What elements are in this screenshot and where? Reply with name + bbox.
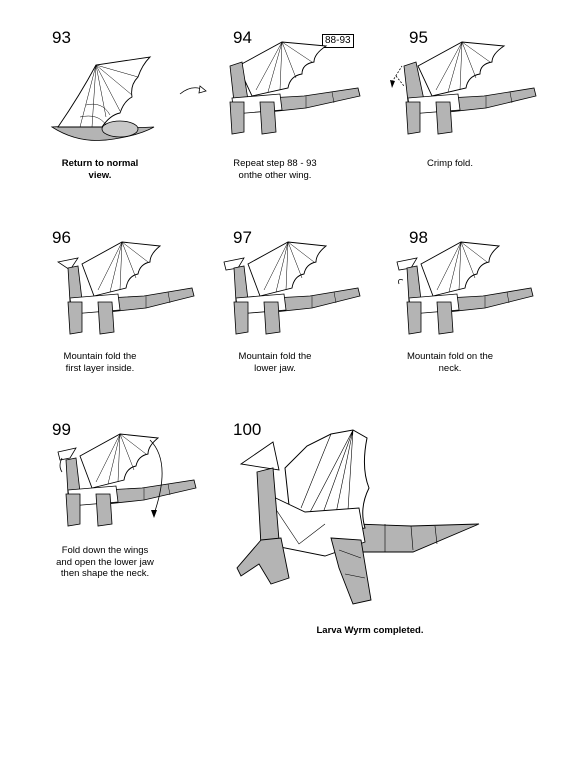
step-93-number: 93 (52, 28, 71, 47)
step-100-completed-dragon-diagram (236, 429, 480, 605)
step-95-dragon-diagram (390, 41, 537, 135)
step-94-caption: Repeat step 88 - 93 onthe other wing. (233, 158, 317, 181)
step-96-caption: Mountain fold the first layer inside. (63, 351, 137, 374)
step-93-caption: Return to normal view. (61, 158, 139, 181)
step-94-number: 94 (233, 28, 252, 47)
step-93-diagram (50, 56, 155, 141)
step-98-dragon-diagram (396, 241, 534, 335)
step-97-caption: Mountain fold the lower jaw. (238, 351, 312, 374)
step-98-caption: Mountain fold on the neck. (406, 351, 494, 374)
step-97-number: 97 (233, 228, 252, 247)
step-95-caption: Crimp fold. (427, 158, 473, 169)
step-100-caption: Larva Wyrm completed. (316, 625, 424, 636)
step-99-number: 99 (52, 420, 71, 439)
step-99-dragon-diagram (57, 433, 197, 527)
step-94-dragon-diagram (229, 41, 361, 135)
step-96-dragon-diagram (56, 241, 195, 335)
step-98-number: 98 (409, 228, 428, 247)
step-96-number: 96 (52, 228, 71, 247)
step-94-reference-box: 88-93 (322, 34, 354, 48)
step-100-number: 100 (233, 420, 262, 439)
step-97-dragon-diagram (223, 241, 361, 335)
step-95-number: 95 (409, 28, 428, 47)
curved-arrow-icon (179, 85, 207, 95)
step-99-caption: Fold down the wings and open the lower j… (56, 545, 154, 579)
